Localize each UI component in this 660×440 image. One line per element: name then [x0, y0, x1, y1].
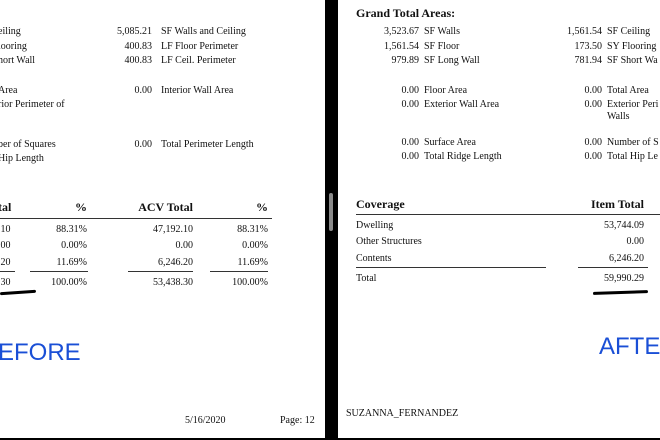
area-label: SF Ceiling	[607, 26, 651, 37]
before-label: EFORE	[0, 339, 81, 366]
table-header: ACV Total	[138, 200, 193, 214]
area-value: 0.00	[134, 85, 153, 96]
area-label: Interior Wall Area	[161, 85, 234, 96]
area-value: 0.00	[584, 151, 603, 162]
before-page: eiling looring hort Wall Area rior Perim…	[0, 0, 325, 438]
area-value: 1,561.54	[384, 41, 419, 52]
table-cell: 11.69%	[56, 257, 87, 268]
area-label: rior Perimeter of	[0, 99, 65, 110]
total-rule	[356, 267, 546, 268]
table-cell: Other Structures	[356, 236, 422, 247]
table-header-rule	[0, 218, 272, 219]
area-label: Total Perimeter Length	[161, 139, 254, 150]
table-cell: .30	[0, 277, 11, 288]
area-label: SF Walls and Ceiling	[161, 26, 246, 37]
table-cell: Dwelling	[356, 220, 394, 231]
table-cell: 6,246.20	[609, 253, 644, 264]
total-rule	[210, 271, 268, 272]
table-header: %	[256, 200, 268, 214]
area-label: SF Long Wall	[424, 55, 480, 66]
area-label: SF Walls	[424, 26, 460, 37]
area-label: Total Area	[607, 85, 649, 96]
table-cell: Contents	[356, 253, 392, 264]
area-value: 1,561.54	[567, 26, 602, 37]
area-value: 3,523.67	[384, 26, 419, 37]
total-rule	[30, 271, 88, 272]
table-header: tal	[0, 200, 12, 214]
footer-name: SUZANNA_FERNANDEZ	[346, 408, 459, 419]
table-cell: 0.00%	[242, 240, 268, 251]
area-value: 0.00	[401, 99, 420, 110]
area-label: SF Floor	[424, 41, 460, 52]
handwritten-underline	[0, 289, 37, 296]
area-value: 0.00	[584, 99, 603, 110]
area-label: SF Short Wa	[607, 55, 658, 66]
area-label: Exterior Wall Area	[424, 99, 500, 110]
area-label: looring	[0, 41, 27, 52]
footer-date: 5/16/2020	[185, 415, 226, 426]
table-cell: 47,192.10	[153, 224, 193, 235]
area-value: 0.00	[401, 137, 420, 148]
split-divider-handle[interactable]	[329, 193, 333, 231]
table-cell: 0.00%	[61, 240, 87, 251]
area-label: ber of Squares	[0, 139, 56, 150]
table-cell: .00	[0, 240, 11, 251]
table-cell: 88.31%	[56, 224, 87, 235]
area-label: Area	[0, 85, 18, 96]
section-title: Grand Total Areas:	[356, 6, 456, 20]
area-value: 5,085.21	[117, 26, 152, 37]
area-value: 173.50	[574, 41, 603, 52]
table-cell: 59,990.29	[604, 273, 644, 284]
table-header: Item Total	[590, 197, 644, 211]
table-header: %	[75, 200, 87, 214]
area-label: Hip Length	[0, 153, 44, 164]
area-label: Number of S	[607, 137, 659, 148]
total-rule	[0, 271, 15, 272]
table-cell: 100.00%	[232, 277, 268, 288]
area-value: 0.00	[584, 85, 603, 96]
total-rule	[578, 267, 648, 268]
area-label: Total Ridge Length	[424, 151, 502, 162]
area-value: 0.00	[401, 85, 420, 96]
after-page: Grand Total Areas: 3,523.67 SF Walls 1,5…	[338, 0, 660, 438]
area-value: 781.94	[574, 55, 603, 66]
area-label: hort Wall	[0, 55, 36, 66]
area-label: eiling	[0, 26, 21, 37]
table-cell: 53,438.30	[153, 277, 193, 288]
table-cell: 0.00	[175, 240, 194, 251]
after-label: AFTE	[599, 333, 660, 360]
area-value: 979.89	[391, 55, 420, 66]
area-value: 400.83	[124, 55, 153, 66]
footer-page: Page: 12	[280, 415, 315, 426]
table-header: Coverage	[356, 197, 405, 211]
table-cell: .10	[0, 224, 11, 235]
area-value: 0.00	[134, 139, 153, 150]
table-cell: Total	[356, 273, 377, 284]
table-cell: 11.69%	[237, 257, 268, 268]
handwritten-underline	[592, 290, 649, 295]
area-label: Walls	[607, 111, 630, 122]
area-value: 0.00	[401, 151, 420, 162]
table-header-rule	[356, 214, 660, 215]
area-label: Total Hip Le	[607, 151, 658, 162]
area-value: 400.83	[124, 41, 153, 52]
table-cell: 100.00%	[51, 277, 87, 288]
table-cell: 53,744.09	[604, 220, 644, 231]
area-value: 0.00	[584, 137, 603, 148]
table-cell: 6,246.20	[158, 257, 193, 268]
table-cell: 0.00	[626, 236, 645, 247]
area-label: SY Flooring	[607, 41, 657, 52]
area-label: Exterior Peri	[607, 99, 659, 110]
table-cell: .20	[0, 257, 11, 268]
area-label: Floor Area	[424, 85, 468, 96]
area-label: Surface Area	[424, 137, 476, 148]
area-label: LF Ceil. Perimeter	[161, 55, 236, 66]
table-cell: 88.31%	[237, 224, 268, 235]
area-label: LF Floor Perimeter	[161, 41, 239, 52]
total-rule	[128, 271, 193, 272]
